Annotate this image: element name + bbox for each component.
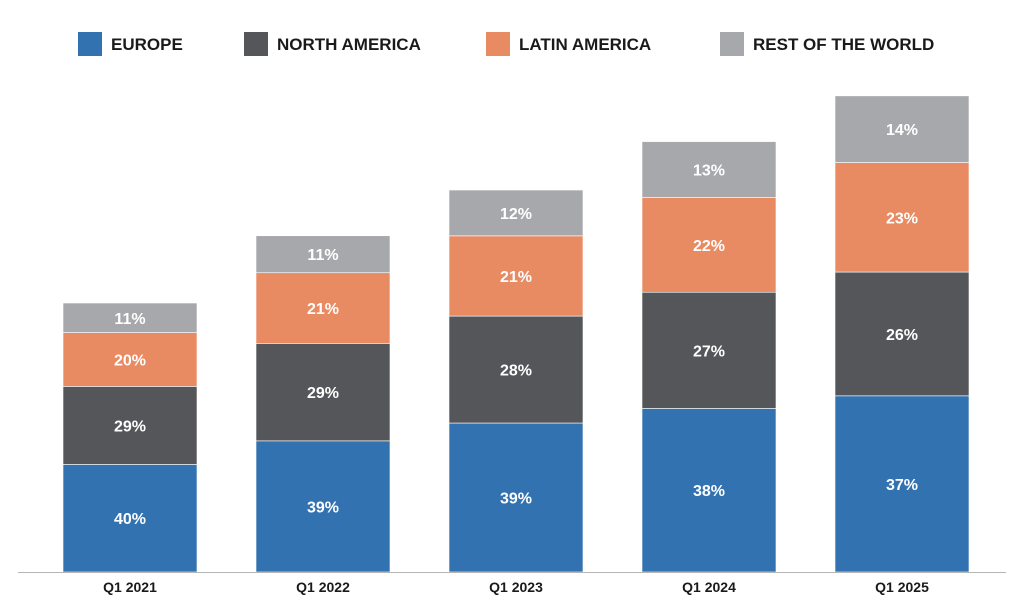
- bar-q1-2025: 37% 26% 23% 14%: [834, 95, 970, 573]
- bar-segment-latin-america-q1-2024: [641, 197, 777, 293]
- legend-swatch-north-america: [244, 32, 268, 56]
- bar-q1-2024: 38% 27% 22% 13%: [641, 141, 777, 573]
- data-label-rest-of-the-world-q1-2025: 14%: [886, 122, 918, 139]
- data-label-europe-q1-2025: 37%: [886, 477, 918, 494]
- bar-segment-rest-of-the-world-q1-2023: [448, 189, 584, 237]
- bar-segment-europe-q1-2025: [834, 395, 970, 573]
- bar-segment-rest-of-the-world-q1-2025: [834, 95, 970, 163]
- legend-label-rest-of-the-world: REST OF THE WORLD: [753, 35, 934, 54]
- bars: 40% 29% 20% 11% 39% 29% 21% 11% 39% 28% 21% 12% 38% 2…: [62, 95, 970, 573]
- bar-segment-rest-of-the-world-q1-2022: [255, 235, 391, 274]
- legend-item-north-america: NORTH AMERICA: [244, 32, 421, 56]
- data-label-latin-america-q1-2025: 23%: [886, 210, 918, 227]
- bar-segment-north-america-q1-2023: [448, 315, 584, 424]
- bar-segment-rest-of-the-world-q1-2021: [62, 302, 198, 333]
- data-label-north-america-q1-2025: 26%: [886, 327, 918, 344]
- legend-swatch-latin-america: [486, 32, 510, 56]
- legend-swatch-europe: [78, 32, 102, 56]
- data-label-latin-america-q1-2023: 21%: [500, 269, 532, 286]
- data-label-north-america-q1-2021: 29%: [114, 418, 146, 435]
- x-tick-label-q1-2022: Q1 2022: [296, 579, 350, 595]
- bar-segment-north-america-q1-2022: [255, 343, 391, 442]
- data-label-europe-q1-2022: 39%: [307, 499, 339, 516]
- bar-segment-north-america-q1-2025: [834, 271, 970, 397]
- data-label-europe-q1-2021: 40%: [114, 511, 146, 528]
- data-label-latin-america-q1-2021: 20%: [114, 352, 146, 369]
- x-axis: Q1 2021 Q1 2022 Q1 2023 Q1 2024 Q1 2025: [18, 572, 1006, 595]
- x-tick-label-q1-2021: Q1 2021: [103, 579, 157, 595]
- data-label-north-america-q1-2024: 27%: [693, 343, 725, 360]
- data-label-rest-of-the-world-q1-2022: 11%: [307, 247, 338, 264]
- legend-item-latin-america: LATIN AMERICA: [486, 32, 651, 56]
- bar-segment-latin-america-q1-2022: [255, 272, 391, 344]
- x-tick-label-q1-2024: Q1 2024: [682, 579, 736, 595]
- data-label-north-america-q1-2022: 29%: [307, 385, 339, 402]
- legend-label-europe: EUROPE: [111, 35, 183, 54]
- bar-segment-europe-q1-2024: [641, 408, 777, 573]
- bar-segment-latin-america-q1-2025: [834, 162, 970, 273]
- bar-segment-north-america-q1-2021: [62, 386, 198, 465]
- x-tick-label-q1-2025: Q1 2025: [875, 579, 929, 595]
- bar-segment-europe-q1-2022: [255, 440, 391, 573]
- legend-label-north-america: NORTH AMERICA: [277, 35, 421, 54]
- data-label-rest-of-the-world-q1-2023: 12%: [500, 206, 532, 223]
- data-label-north-america-q1-2023: 28%: [500, 363, 532, 380]
- data-label-latin-america-q1-2022: 21%: [307, 301, 339, 318]
- bar-q1-2021: 40% 29% 20% 11%: [62, 302, 198, 573]
- legend-label-latin-america: LATIN AMERICA: [519, 35, 651, 54]
- legend-item-europe: EUROPE: [78, 32, 183, 56]
- bar-q1-2023: 39% 28% 21% 12%: [448, 189, 584, 573]
- data-label-latin-america-q1-2024: 22%: [693, 238, 725, 255]
- data-label-rest-of-the-world-q1-2021: 11%: [114, 311, 145, 328]
- legend-item-rest-of-the-world: REST OF THE WORLD: [720, 32, 934, 56]
- data-label-rest-of-the-world-q1-2024: 13%: [693, 163, 725, 180]
- bar-q1-2022: 39% 29% 21% 11%: [255, 235, 391, 573]
- bar-segment-rest-of-the-world-q1-2024: [641, 141, 777, 198]
- legend-swatch-rest-of-the-world: [720, 32, 744, 56]
- data-label-europe-q1-2024: 38%: [693, 483, 725, 500]
- data-label-europe-q1-2023: 39%: [500, 491, 532, 508]
- bar-segment-europe-q1-2021: [62, 464, 198, 573]
- x-tick-label-q1-2023: Q1 2023: [489, 579, 543, 595]
- legend: EUROPE NORTH AMERICA LATIN AMERICA REST OF …: [78, 32, 934, 56]
- bar-segment-latin-america-q1-2023: [448, 235, 584, 317]
